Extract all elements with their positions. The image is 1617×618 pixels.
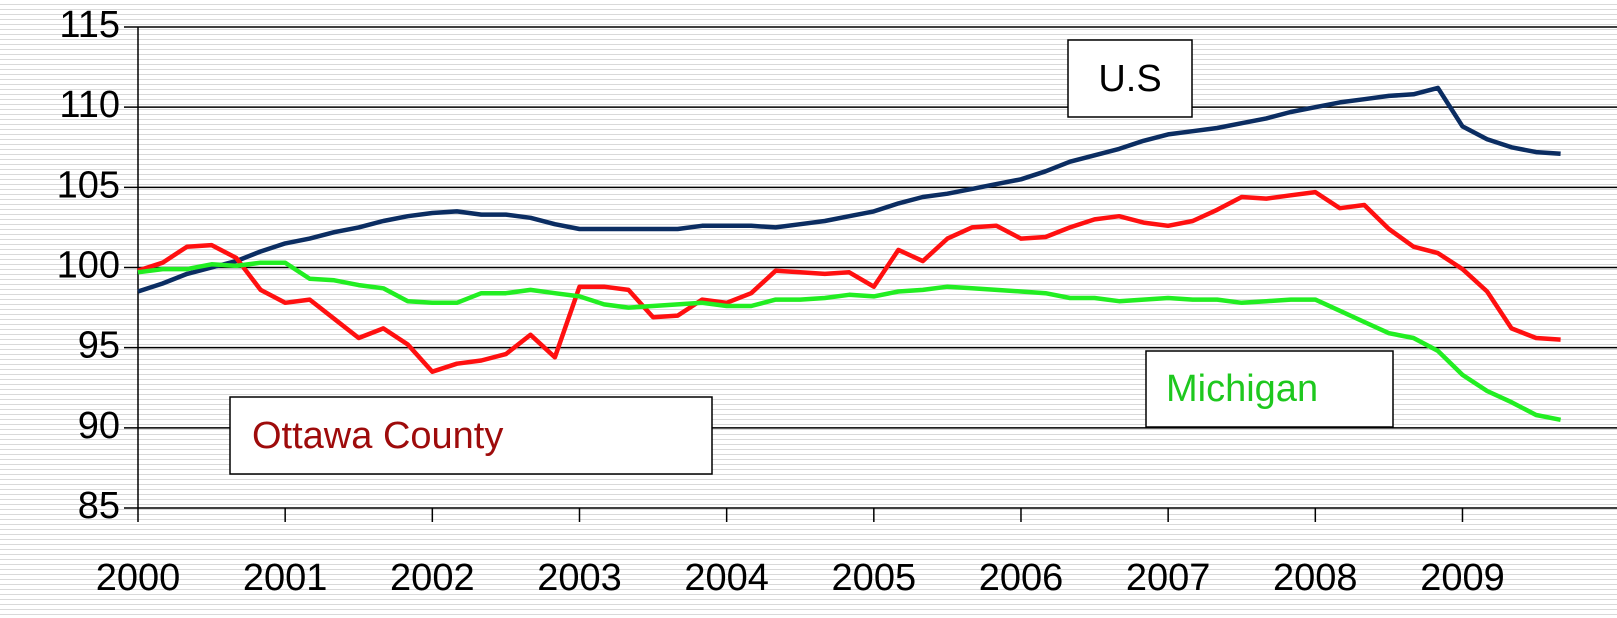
x-tick-label: 2006 — [979, 557, 1064, 599]
plot: 85 90 95 100 105 110 115 2000 2001 2002 2003 2004 20… — [57, 4, 1617, 599]
y-tick-label: 115 — [59, 4, 120, 46]
x-tick-label: 2002 — [390, 557, 475, 599]
y-tick-label: 85 — [78, 485, 120, 527]
series-line — [137, 260, 1562, 423]
x-tick-label: 2009 — [1420, 557, 1505, 599]
x-tick-label: 2000 — [96, 557, 181, 599]
series-label: U.S — [1098, 58, 1161, 100]
series-line — [137, 189, 1561, 374]
y-tick-label: 100 — [57, 245, 120, 287]
y-tick-label: 90 — [78, 405, 120, 447]
series-line — [137, 85, 1561, 294]
y-tick-label: 95 — [78, 325, 120, 367]
series-label: Michigan — [1166, 368, 1318, 410]
michigan-label-box — [1145, 350, 1394, 428]
x-tick-label: 2004 — [684, 557, 769, 599]
x-tick-label: 2007 — [1126, 557, 1211, 599]
us-label-box — [1067, 39, 1193, 118]
y-tick-label: 105 — [57, 164, 120, 206]
ottawa-label-box — [229, 396, 713, 475]
series-label: Ottawa County — [252, 415, 503, 457]
x-tick-label: 2003 — [537, 557, 622, 599]
x-tick-label: 2008 — [1273, 557, 1358, 599]
y-tick-label: 110 — [59, 84, 120, 126]
x-tick-label: 2001 — [243, 557, 328, 599]
x-tick-label: 2005 — [832, 557, 917, 599]
